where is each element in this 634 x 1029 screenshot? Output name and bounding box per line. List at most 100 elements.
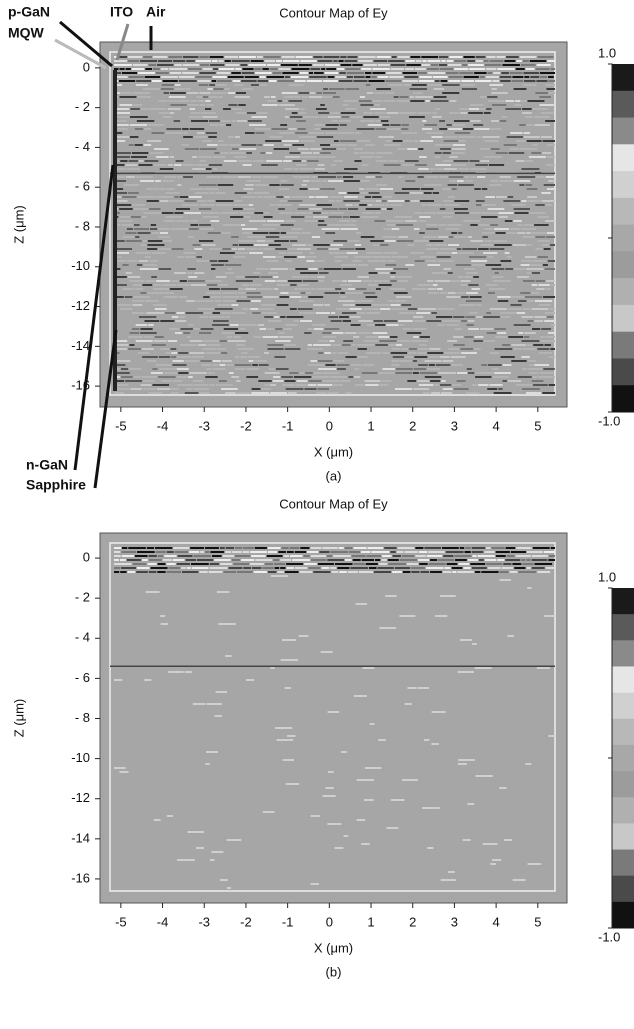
field-dash <box>378 136 394 138</box>
field-dash <box>233 84 244 86</box>
field-dash <box>440 292 447 294</box>
field-dash <box>114 92 121 94</box>
field-dash <box>399 312 416 314</box>
field-dash <box>137 232 151 234</box>
field-dash <box>135 236 140 238</box>
field-dash <box>467 320 475 322</box>
field-dash <box>506 136 523 138</box>
field-dash <box>480 148 490 150</box>
field-dash <box>367 324 375 326</box>
field-dash <box>375 176 383 178</box>
field-dash <box>536 288 545 290</box>
field-dash <box>266 152 273 154</box>
field-dash <box>271 128 288 130</box>
field-dash <box>205 376 218 378</box>
field-dash <box>125 380 143 382</box>
field-dash <box>542 264 548 266</box>
field-dash <box>291 228 303 230</box>
field-dash <box>546 188 555 190</box>
colorbar-band <box>612 224 634 252</box>
y-tick-label: - 6 <box>75 670 90 685</box>
field-dash <box>146 312 164 314</box>
field-dash <box>199 316 209 318</box>
field-dash <box>458 563 470 565</box>
field-dash <box>135 176 153 178</box>
field-dash <box>234 192 247 194</box>
field-dash <box>316 248 328 250</box>
colorbar-band <box>612 640 634 667</box>
field-dash <box>413 316 424 318</box>
field-dash <box>516 384 533 386</box>
field-dash <box>476 176 486 178</box>
colorbar-band <box>612 744 634 772</box>
field-dash <box>284 116 289 118</box>
field-dash <box>114 168 126 170</box>
field-dash <box>192 703 206 705</box>
field-dash <box>172 360 184 362</box>
field-dash <box>471 288 480 290</box>
field-dash <box>301 152 313 154</box>
field-dash <box>394 216 412 218</box>
field-dash <box>346 144 357 146</box>
field-dash <box>241 196 256 198</box>
field-dash <box>273 559 280 561</box>
field-dash <box>302 180 310 182</box>
field-dash <box>389 76 404 78</box>
field-dash <box>218 623 236 625</box>
y-tick-label: - 6 <box>75 179 90 194</box>
field-dash <box>218 60 224 62</box>
field-dash <box>269 184 280 186</box>
field-dash <box>299 140 315 142</box>
field-dash <box>150 372 163 374</box>
field-dash <box>383 164 401 166</box>
field-dash <box>284 344 296 346</box>
field-dash <box>497 559 505 561</box>
field-dash <box>307 384 317 386</box>
field-dash <box>121 368 129 370</box>
field-dash <box>158 112 169 114</box>
field-dash <box>203 96 209 98</box>
field-dash <box>492 376 510 378</box>
field-dash <box>323 88 328 90</box>
field-dash <box>322 92 337 94</box>
field-dash <box>424 360 442 362</box>
field-dash <box>181 567 186 569</box>
field-dash <box>208 164 223 166</box>
field-dash <box>486 563 503 565</box>
field-dash <box>250 84 259 86</box>
colorbar-band <box>612 901 634 929</box>
field-dash <box>237 348 254 350</box>
y-tick-label: - 2 <box>75 99 90 114</box>
field-dash <box>353 547 367 549</box>
field-dash <box>436 212 454 214</box>
field-dash <box>318 280 324 282</box>
field-dash <box>137 196 155 198</box>
field-dash <box>439 248 456 250</box>
field-dash <box>414 356 428 358</box>
field-dash <box>448 236 454 238</box>
field-dash <box>145 68 152 70</box>
field-dash <box>324 328 340 330</box>
axes: Contour Map of EyX (μm)Z (μm)(a)-5 -4 -3 -2… <box>11 5 634 979</box>
field-dash <box>236 392 251 394</box>
field-dash <box>286 567 294 569</box>
field-dash <box>451 152 465 154</box>
field-dash <box>114 164 125 166</box>
field-dash <box>297 284 309 286</box>
field-dash <box>216 384 233 386</box>
field-dash <box>363 292 376 294</box>
field-dash <box>296 120 306 122</box>
field-dash <box>205 763 210 765</box>
colorbar-band <box>612 771 634 798</box>
field-dash <box>153 304 167 306</box>
field-dash <box>507 196 514 198</box>
field-dash <box>277 80 294 82</box>
field-dash <box>506 56 519 58</box>
field-dash <box>314 124 325 126</box>
field-dash <box>308 188 320 190</box>
field-dash <box>296 380 308 382</box>
field-dash <box>308 132 325 134</box>
field-dash <box>420 571 430 573</box>
field-dash <box>213 320 229 322</box>
field-dash <box>226 336 233 338</box>
